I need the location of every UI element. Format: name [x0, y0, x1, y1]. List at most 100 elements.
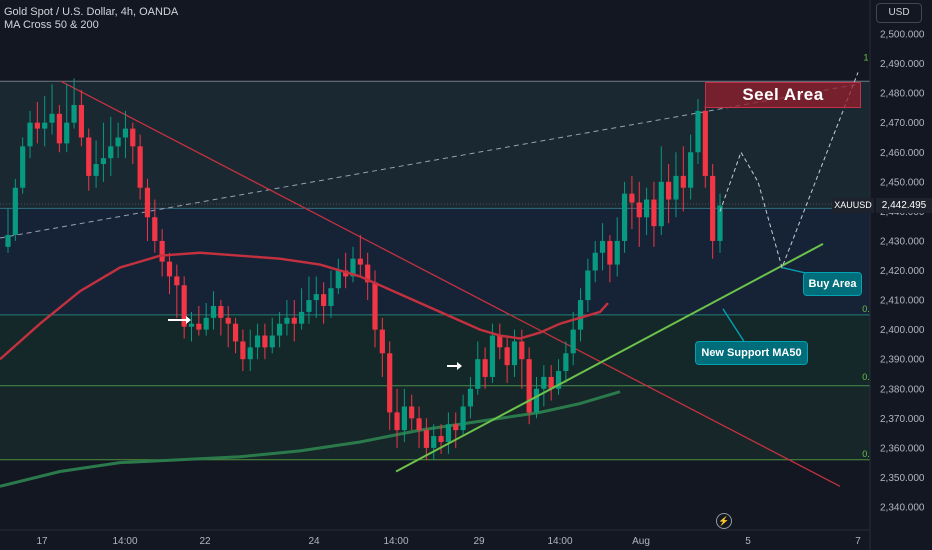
candle-body[interactable]: [210, 305, 217, 318]
candle-body[interactable]: [666, 181, 672, 200]
candle-body[interactable]: [27, 122, 33, 147]
candle-body[interactable]: [379, 329, 385, 354]
candle-body[interactable]: [247, 347, 253, 360]
candle-body[interactable]: [585, 270, 591, 301]
candle-body[interactable]: [651, 199, 657, 227]
candle-body[interactable]: [592, 252, 598, 271]
candle-body[interactable]: [181, 285, 187, 327]
candle-body[interactable]: [629, 193, 635, 203]
candle-body[interactable]: [291, 317, 297, 324]
candle-body[interactable]: [188, 323, 195, 327]
candle-body[interactable]: [423, 430, 429, 448]
candle-body[interactable]: [409, 406, 415, 419]
candle-body[interactable]: [34, 122, 40, 129]
currency-button[interactable]: USD: [876, 3, 922, 23]
candle-body[interactable]: [394, 412, 400, 431]
candle-body[interactable]: [159, 240, 165, 262]
candle-body[interactable]: [533, 388, 540, 413]
candle-body[interactable]: [321, 294, 327, 306]
candle-body[interactable]: [137, 146, 143, 188]
candle-body[interactable]: [152, 217, 158, 241]
upper-dashed-trendline[interactable]: [0, 83, 859, 239]
candle-body[interactable]: [599, 240, 606, 253]
candle-body[interactable]: [563, 353, 569, 372]
candle-body[interactable]: [262, 335, 268, 348]
candle-body[interactable]: [254, 335, 261, 348]
candle-body[interactable]: [240, 341, 246, 360]
candle-body[interactable]: [64, 122, 70, 144]
candle-body[interactable]: [12, 187, 18, 236]
candle-body[interactable]: [401, 406, 407, 431]
candle-body[interactable]: [203, 317, 209, 330]
candle-body[interactable]: [78, 104, 85, 138]
candle-body[interactable]: [328, 288, 334, 306]
candle-body[interactable]: [86, 137, 92, 176]
candle-body[interactable]: [306, 300, 312, 312]
candle-body[interactable]: [299, 311, 305, 324]
projection-path[interactable]: [719, 72, 859, 270]
candle-body[interactable]: [717, 205, 723, 241]
candle-body[interactable]: [680, 175, 686, 188]
resistance-trendline[interactable]: [60, 80, 841, 487]
candle-body[interactable]: [276, 323, 283, 336]
candle-body[interactable]: [20, 146, 26, 188]
candle-body[interactable]: [5, 235, 11, 247]
candle-body[interactable]: [196, 323, 202, 330]
lightning-icon[interactable]: ⚡: [716, 513, 732, 529]
candle-body[interactable]: [702, 110, 708, 176]
candle-body[interactable]: [695, 110, 701, 153]
candle-body[interactable]: [577, 300, 584, 330]
candle-body[interactable]: [710, 175, 716, 241]
candle-body[interactable]: [108, 146, 114, 159]
support-trendline[interactable]: [395, 243, 824, 473]
candle-body[interactable]: [504, 347, 510, 366]
candle-body[interactable]: [269, 335, 275, 348]
candle-body[interactable]: [130, 128, 136, 147]
candle-body[interactable]: [387, 353, 393, 413]
candle-body[interactable]: [431, 436, 437, 448]
candle-body[interactable]: [621, 193, 628, 241]
candle-body[interactable]: [445, 424, 452, 442]
candle-body[interactable]: [416, 418, 422, 431]
candle-body[interactable]: [357, 258, 363, 265]
candle-body[interactable]: [49, 113, 55, 123]
candle-body[interactable]: [658, 181, 664, 227]
candle-body[interactable]: [335, 270, 341, 289]
candle-body[interactable]: [555, 371, 562, 389]
indicator-label[interactable]: MA Cross 50 & 200: [4, 19, 99, 31]
candle-body[interactable]: [497, 335, 503, 348]
candle-body[interactable]: [460, 406, 466, 431]
candle-body[interactable]: [343, 270, 349, 277]
candle-body[interactable]: [526, 359, 532, 413]
candle-body[interactable]: [42, 122, 48, 129]
candle-body[interactable]: [643, 199, 650, 218]
candle-body[interactable]: [511, 341, 518, 366]
candle-body[interactable]: [548, 376, 554, 389]
ma200-line[interactable]: [0, 390, 621, 488]
candle-body[interactable]: [350, 258, 356, 277]
candle-body[interactable]: [218, 305, 224, 318]
candle-body[interactable]: [365, 264, 371, 283]
candle-body[interactable]: [71, 104, 77, 123]
candle-body[interactable]: [614, 240, 620, 265]
candle-body[interactable]: [115, 137, 121, 147]
candle-body[interactable]: [607, 240, 613, 265]
candle-body[interactable]: [232, 323, 239, 342]
candle-body[interactable]: [475, 359, 481, 389]
candle-body[interactable]: [313, 294, 319, 301]
new-support-callout[interactable]: New Support MA50: [695, 341, 808, 365]
candle-body[interactable]: [541, 376, 547, 389]
candle-body[interactable]: [144, 187, 151, 218]
candle-body[interactable]: [438, 436, 444, 442]
candle-body[interactable]: [100, 158, 107, 165]
ma50-line[interactable]: [0, 251, 609, 361]
candle-body[interactable]: [453, 424, 459, 431]
candle-body[interactable]: [467, 388, 474, 407]
candle-body[interactable]: [122, 128, 129, 138]
candle-body[interactable]: [174, 276, 180, 286]
candle-body[interactable]: [570, 329, 576, 354]
candle-body[interactable]: [688, 152, 694, 188]
candle-body[interactable]: [636, 202, 642, 218]
candle-body[interactable]: [284, 317, 290, 324]
candle-body[interactable]: [372, 282, 378, 330]
